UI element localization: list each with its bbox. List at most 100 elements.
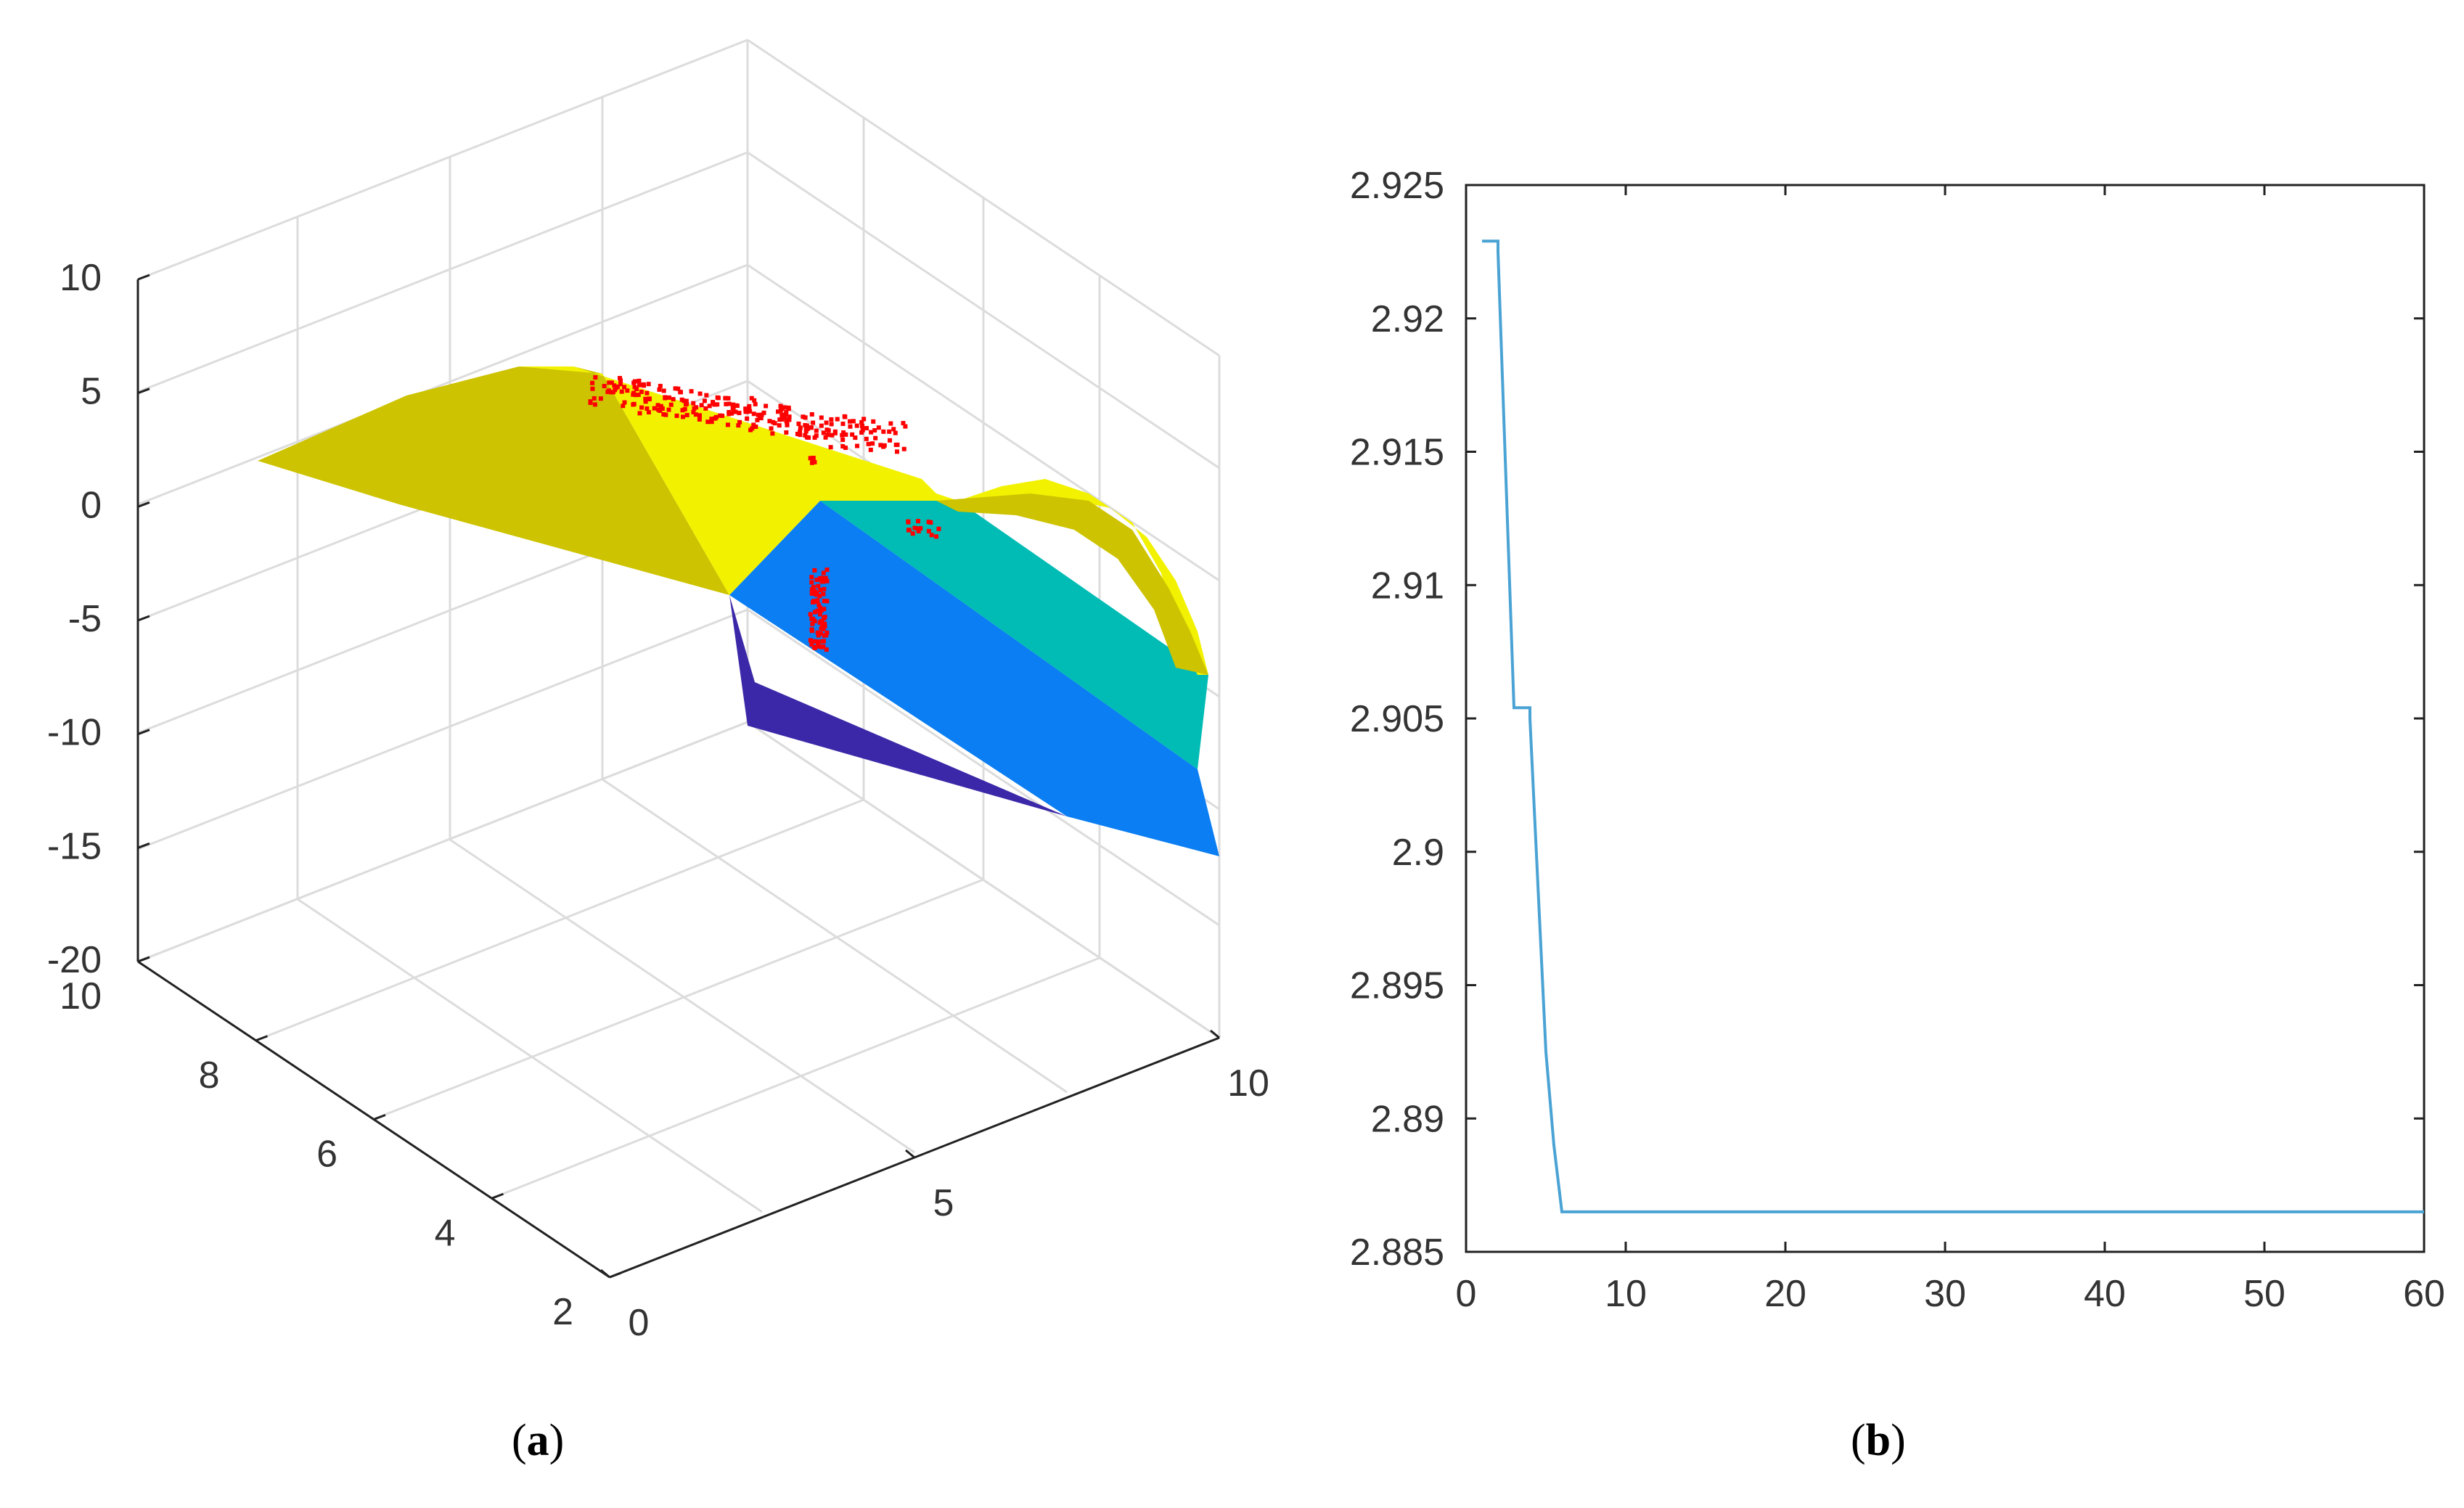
x-tick-label: 50 xyxy=(2243,1273,2285,1315)
scatter-point xyxy=(709,417,714,422)
scatter-point xyxy=(612,383,617,388)
scatter-point xyxy=(812,459,817,464)
series-line xyxy=(1482,239,2424,1213)
scatter-point xyxy=(716,396,721,401)
scatter-point xyxy=(809,412,814,417)
scatter-point xyxy=(769,426,774,431)
scatter-point xyxy=(869,430,874,435)
scatter-point xyxy=(759,412,764,417)
y-tick-label: 2.905 xyxy=(1350,698,1444,740)
scatter-point xyxy=(770,431,775,436)
scatter-point xyxy=(810,621,815,626)
scatter-point xyxy=(808,638,813,643)
scatter-point xyxy=(622,385,627,390)
scatter-point xyxy=(639,405,644,410)
scatter-point xyxy=(798,433,803,438)
scatter-point xyxy=(816,602,822,607)
scatter-point xyxy=(809,425,814,430)
scatter-point xyxy=(815,630,820,635)
scatter-point xyxy=(850,432,855,437)
scatter-point xyxy=(779,412,785,417)
scatter-point xyxy=(828,445,833,450)
scatter-point xyxy=(699,403,704,408)
scatter-point xyxy=(843,432,848,437)
y-tick-mark xyxy=(373,1114,386,1120)
scatter-point xyxy=(824,420,829,425)
scatter-point xyxy=(726,396,731,401)
scatter-point xyxy=(666,407,671,412)
scatter-point xyxy=(866,441,871,446)
scatter-point xyxy=(625,388,630,393)
scatter-point xyxy=(775,409,780,414)
scatter-point xyxy=(814,592,819,597)
scatter-point xyxy=(666,395,671,400)
scatter-point xyxy=(796,421,801,426)
scatter-point xyxy=(808,456,813,461)
y-tick-mark xyxy=(609,1271,622,1279)
scatter-point xyxy=(658,383,663,388)
scatter-point xyxy=(811,584,816,589)
scatter-point xyxy=(737,411,742,416)
label-close-paren: ) xyxy=(549,1416,565,1465)
scatter-point xyxy=(881,429,886,434)
scatter-point xyxy=(854,423,859,428)
scatter-point xyxy=(703,406,708,411)
scatter-point xyxy=(734,403,740,409)
scatter-point xyxy=(821,626,826,631)
scatter-point xyxy=(821,570,826,575)
scatter-point xyxy=(830,433,835,438)
z-tick-label: 10 xyxy=(60,257,102,299)
scatter-point xyxy=(692,406,697,411)
scatter-point xyxy=(817,612,822,617)
x-tick-mark xyxy=(1210,1029,1220,1039)
x-tick-label: 5 xyxy=(933,1182,954,1224)
y-tick-mark xyxy=(255,1035,269,1042)
scatter-point xyxy=(887,429,892,434)
axis-ticks: 2.925 2.92 2.915 2.91 2.905 2.9 2.895 2.89 2.885… xyxy=(1350,165,2445,1315)
scatter-point xyxy=(680,408,685,413)
scatter-point xyxy=(855,443,860,448)
scatter-point xyxy=(864,436,869,441)
z-tick-mark xyxy=(137,729,150,736)
scatter-point xyxy=(824,599,830,604)
scatter-point xyxy=(810,587,815,592)
scatter-point xyxy=(803,429,809,434)
scatter-point xyxy=(809,460,814,465)
scatter-point xyxy=(853,435,858,440)
scatter-point xyxy=(747,403,752,409)
y-tick-label: 4 xyxy=(435,1212,456,1254)
scatter-point xyxy=(621,403,626,409)
x-tick-label: 20 xyxy=(1764,1273,1806,1315)
scatter-point xyxy=(610,390,615,395)
scatter-point xyxy=(798,429,803,434)
scatter-point xyxy=(934,534,939,539)
scatter-point xyxy=(644,406,650,411)
scatter-point xyxy=(819,415,824,420)
panel-label-b: (b) xyxy=(1851,1415,1906,1467)
scatter-point xyxy=(784,409,789,414)
scatter-point xyxy=(697,391,703,396)
scatter-point xyxy=(636,393,641,398)
scatter-point xyxy=(726,401,732,406)
scatter-point xyxy=(764,403,769,409)
scatter-point xyxy=(893,430,898,435)
scatter-point xyxy=(822,599,827,604)
scatter-point xyxy=(751,411,756,417)
scatter-point xyxy=(787,414,792,419)
scatter-point xyxy=(745,409,750,414)
scatter-point xyxy=(697,413,703,418)
scatter-point xyxy=(824,567,830,573)
scatter-point xyxy=(817,605,822,610)
scatter-point xyxy=(643,399,648,404)
surface-side-blue xyxy=(729,501,1219,856)
scatter-point xyxy=(705,419,711,425)
scatter-point xyxy=(713,416,718,421)
scatter-point xyxy=(785,419,790,425)
scatter-point xyxy=(724,401,729,406)
z-tick-label: -20 xyxy=(47,939,102,981)
scatter-point xyxy=(803,415,808,420)
scatter-point xyxy=(730,406,735,411)
label-open-paren: ( xyxy=(1851,1416,1866,1465)
scatter-point xyxy=(726,409,732,414)
scatter-point xyxy=(671,397,676,402)
